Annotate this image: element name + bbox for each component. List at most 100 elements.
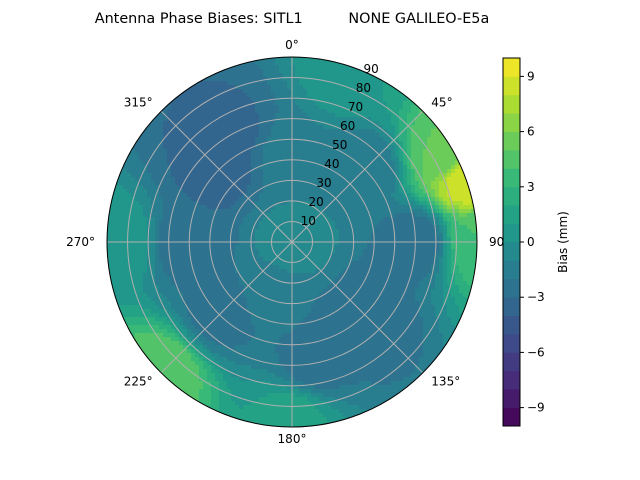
field-cell: [475, 245, 477, 250]
field-cell: [347, 169, 352, 174]
field-cell: [303, 277, 308, 282]
field-cell: [439, 133, 444, 138]
field-cell: [171, 101, 176, 106]
field-cell: [471, 209, 476, 214]
field-cell: [227, 153, 232, 158]
field-cell: [335, 73, 340, 78]
field-cell: [155, 265, 160, 270]
field-cell: [315, 229, 320, 234]
field-cell: [319, 153, 324, 158]
field-cell: [319, 73, 324, 78]
field-cell: [327, 157, 332, 162]
field-cell: [139, 297, 144, 302]
field-cell: [139, 265, 144, 270]
field-cell: [239, 281, 244, 286]
field-cell: [363, 113, 368, 118]
field-cell: [247, 61, 252, 66]
field-cell: [227, 217, 232, 222]
field-cell: [319, 237, 324, 242]
field-cell: [199, 277, 204, 282]
field-cell: [279, 289, 284, 294]
field-cell: [211, 221, 216, 226]
field-cell: [279, 89, 284, 94]
field-cell: [275, 185, 280, 190]
field-cell: [451, 177, 456, 182]
field-cell: [159, 177, 164, 182]
field-cell: [387, 237, 392, 242]
field-cell: [395, 165, 400, 170]
field-cell: [467, 273, 472, 278]
field-cell: [443, 277, 448, 282]
field-cell: [131, 277, 136, 282]
field-cell: [167, 145, 172, 150]
field-cell: [331, 161, 336, 166]
field-cell: [211, 257, 216, 262]
field-cell: [199, 261, 204, 266]
field-cell: [367, 93, 372, 98]
field-cell: [219, 245, 224, 250]
field-cell: [335, 129, 340, 134]
field-cell: [403, 233, 408, 238]
field-cell: [307, 217, 312, 222]
field-cell: [163, 117, 168, 122]
field-cell: [391, 105, 396, 110]
field-cell: [207, 105, 212, 110]
field-cell: [379, 109, 384, 114]
field-cell: [395, 89, 400, 94]
field-cell: [363, 157, 368, 162]
field-cell: [447, 173, 452, 178]
field-cell: [291, 109, 296, 114]
field-cell: [163, 177, 168, 182]
field-cell: [451, 293, 456, 298]
field-cell: [211, 117, 216, 122]
field-cell: [199, 81, 204, 86]
field-cell: [267, 129, 272, 134]
field-cell: [179, 189, 184, 194]
field-cell: [287, 69, 292, 74]
field-cell: [399, 257, 404, 262]
field-cell: [139, 293, 144, 298]
field-cell: [431, 233, 436, 238]
field-cell: [275, 257, 280, 262]
field-cell: [423, 113, 428, 118]
field-cell: [159, 253, 164, 258]
field-cell: [191, 105, 196, 110]
field-cell: [391, 281, 396, 286]
field-cell: [343, 297, 348, 302]
field-cell: [407, 241, 412, 246]
field-cell: [415, 117, 420, 122]
field-cell: [123, 281, 128, 286]
field-cell: [203, 149, 208, 154]
field-cell: [291, 265, 296, 270]
field-cell: [395, 241, 400, 246]
field-cell: [339, 229, 344, 234]
field-cell: [315, 61, 320, 66]
field-cell: [167, 261, 172, 266]
field-cell: [307, 157, 312, 162]
field-cell: [255, 249, 260, 254]
field-cell: [135, 197, 140, 202]
field-cell: [227, 101, 232, 106]
field-cell: [179, 177, 184, 182]
field-cell: [223, 121, 228, 126]
field-cell: [263, 193, 268, 198]
field-cell: [275, 237, 280, 242]
field-cell: [191, 101, 196, 106]
field-cell: [239, 137, 244, 142]
field-cell: [371, 157, 376, 162]
field-cell: [371, 145, 376, 150]
field-cell: [211, 141, 216, 146]
field-cell: [127, 277, 132, 282]
field-cell: [435, 225, 440, 230]
field-cell: [279, 145, 284, 150]
field-cell: [211, 157, 216, 162]
field-cell: [335, 169, 340, 174]
field-cell: [271, 277, 276, 282]
field-cell: [367, 225, 372, 230]
field-cell: [135, 165, 140, 170]
field-cell: [263, 277, 268, 282]
field-cell: [311, 221, 316, 226]
field-cell: [199, 193, 204, 198]
field-cell: [263, 265, 268, 270]
field-cell: [151, 193, 156, 198]
